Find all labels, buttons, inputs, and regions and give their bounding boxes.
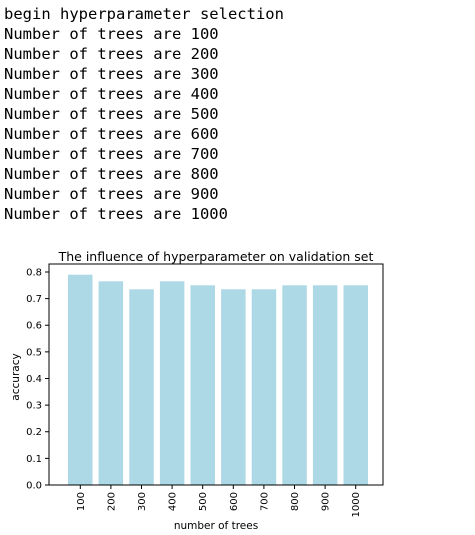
- y-tick-label: 0.5: [26, 347, 42, 358]
- y-tick-label: 0.3: [26, 401, 42, 412]
- x-tick-label: 100: [76, 492, 87, 511]
- log-line: Number of trees are 1000: [4, 205, 228, 223]
- x-tick-label: 1000: [351, 492, 362, 517]
- y-axis-label: accuracy: [10, 353, 22, 400]
- bar-300: [129, 289, 154, 485]
- log-line: Number of trees are 300: [4, 65, 219, 83]
- console-output: begin hyperparameter selection Number of …: [4, 4, 284, 224]
- y-tick-label: 0.1: [26, 454, 42, 465]
- log-line: Number of trees are 400: [4, 85, 219, 103]
- log-line: Number of trees are 600: [4, 125, 219, 143]
- x-tick-label: 900: [321, 492, 332, 511]
- log-line: begin hyperparameter selection: [4, 5, 284, 23]
- bar-600: [221, 289, 246, 485]
- y-tick-label: 0.6: [26, 321, 42, 332]
- bar-1000: [343, 285, 368, 485]
- x-tick-label: 400: [168, 492, 179, 511]
- plot-frame: [48, 263, 384, 486]
- y-tick-label: 0.7: [26, 294, 42, 305]
- log-line: Number of trees are 500: [4, 105, 219, 123]
- log-line: Number of trees are 800: [4, 165, 219, 183]
- x-tick-label: 300: [137, 492, 148, 511]
- y-tick-label: 0.4: [26, 374, 42, 385]
- x-tick-label: 200: [106, 492, 117, 511]
- x-tick-label: 500: [198, 492, 209, 511]
- y-tick-label: 0.0: [26, 481, 42, 492]
- log-line: Number of trees are 200: [4, 45, 219, 63]
- y-tick-label: 0.2: [26, 427, 42, 438]
- x-tick-label: 700: [259, 492, 270, 511]
- log-line: Number of trees are 700: [4, 145, 219, 163]
- bar-200: [98, 281, 124, 485]
- x-tick-label: 800: [290, 492, 301, 511]
- bar-400: [159, 281, 185, 485]
- bar-900: [312, 285, 338, 485]
- bar-800: [282, 285, 307, 485]
- log-line: Number of trees are 900: [4, 185, 219, 203]
- bar-100: [68, 274, 93, 485]
- y-tick-label: 0.8: [26, 267, 42, 278]
- x-tick-label: 600: [229, 492, 240, 511]
- bar-700: [251, 289, 277, 485]
- chart-title: The influence of hyperparameter on valid…: [58, 249, 374, 264]
- bar-500: [190, 285, 215, 485]
- log-line: Number of trees are 100: [4, 25, 219, 43]
- x-axis-label: number of trees: [174, 520, 258, 532]
